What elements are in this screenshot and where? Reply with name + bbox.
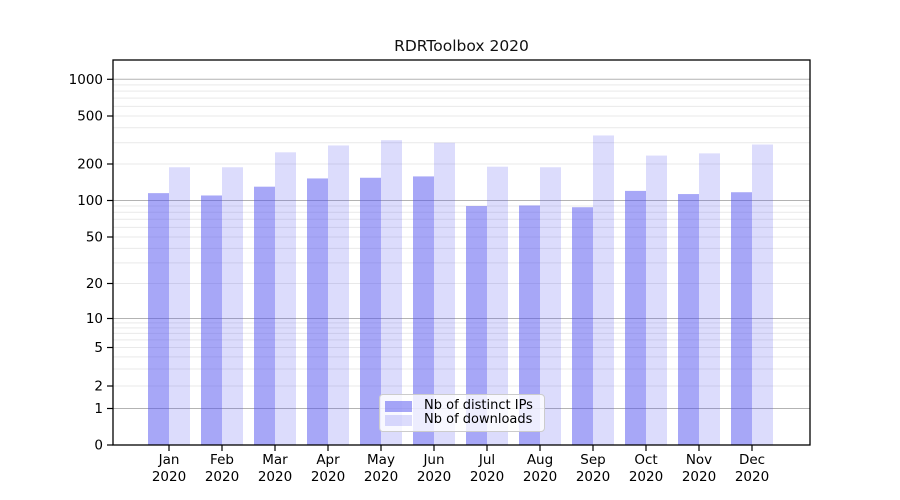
x-tick-label-year: 2020 xyxy=(629,469,663,485)
bar-downloads xyxy=(540,167,561,446)
legend: Nb of distinct IPs Nb of downloads xyxy=(379,394,545,432)
x-tick-label-year: 2020 xyxy=(311,469,345,485)
x-tick-label-year: 2020 xyxy=(523,469,557,485)
x-tick-label-year: 2020 xyxy=(417,469,451,485)
bar-distinct-ips xyxy=(625,190,646,445)
x-tick-label-month: Dec xyxy=(739,452,765,468)
bar-distinct-ips xyxy=(413,176,434,445)
y-tick-label: 0 xyxy=(94,438,103,454)
y-tick-label: 1000 xyxy=(69,72,103,88)
x-tick-label-month: Feb xyxy=(210,452,234,468)
x-tick-label-year: 2020 xyxy=(258,469,292,485)
y-tick-label: 500 xyxy=(77,109,103,125)
y-tick-label: 2 xyxy=(94,379,103,395)
legend-item-downloads: Nb of downloads xyxy=(385,413,534,427)
plot-border xyxy=(112,59,811,446)
y-tick-label: 5 xyxy=(94,340,103,356)
x-tick-label-month: Mar xyxy=(262,452,288,468)
chart-title: RDRToolbox 2020 xyxy=(394,37,529,55)
bar-downloads xyxy=(752,144,773,446)
bar-downloads xyxy=(487,166,508,445)
y-tick-label: 200 xyxy=(77,157,103,173)
x-tick-label-year: 2020 xyxy=(735,469,769,485)
legend-swatch-downloads xyxy=(385,414,412,426)
x-tick-label-month: Oct xyxy=(634,452,657,468)
legend-label-distinct-ips: Nb of distinct IPs xyxy=(424,398,533,413)
x-tick-label-month: Aug xyxy=(527,452,553,468)
x-tick-label-month: Jul xyxy=(478,452,495,468)
bar-downloads xyxy=(328,145,349,446)
bar-downloads xyxy=(593,135,614,445)
x-tick-label-month: Jun xyxy=(422,452,444,468)
y-tick-label: 1 xyxy=(94,401,103,417)
bar-downloads xyxy=(381,140,402,445)
bar-distinct-ips xyxy=(731,192,752,445)
x-tick-label-month: Apr xyxy=(316,452,340,468)
y-tick-label: 20 xyxy=(86,276,103,292)
y-tick-label: 50 xyxy=(86,230,103,246)
bar-distinct-ips xyxy=(678,194,699,445)
bar-distinct-ips xyxy=(519,205,540,445)
x-tick-label-year: 2020 xyxy=(152,469,186,485)
x-tick-label-month: Nov xyxy=(686,452,712,468)
legend-swatch-distinct-ips xyxy=(385,400,412,412)
y-tick-label: 10 xyxy=(86,311,103,327)
bar-distinct-ips xyxy=(201,195,222,445)
x-tick-label-month: Jan xyxy=(158,452,180,468)
bar-distinct-ips xyxy=(572,207,593,445)
legend-item-distinct-ips: Nb of distinct IPs xyxy=(385,399,534,413)
x-tick-label-year: 2020 xyxy=(470,469,504,485)
x-tick-label-month: Sep xyxy=(580,452,605,468)
x-tick-label-year: 2020 xyxy=(364,469,398,485)
bar-distinct-ips xyxy=(360,177,381,445)
bar-downloads xyxy=(434,142,455,446)
bar-distinct-ips xyxy=(254,186,275,445)
bar-downloads xyxy=(699,153,720,445)
x-tick-label-year: 2020 xyxy=(205,469,239,485)
x-tick-label-year: 2020 xyxy=(576,469,610,485)
bar-downloads xyxy=(169,167,190,446)
bar-distinct-ips xyxy=(148,193,169,445)
legend-label-downloads: Nb of downloads xyxy=(424,412,533,427)
x-tick-label-month: May xyxy=(367,452,395,468)
bar-downloads xyxy=(275,152,296,445)
bar-distinct-ips xyxy=(466,206,487,445)
y-tick-label: 100 xyxy=(77,193,103,209)
bar-downloads xyxy=(646,155,667,446)
x-tick-label-year: 2020 xyxy=(682,469,716,485)
bar-distinct-ips xyxy=(307,178,328,445)
bar-downloads xyxy=(222,167,243,446)
